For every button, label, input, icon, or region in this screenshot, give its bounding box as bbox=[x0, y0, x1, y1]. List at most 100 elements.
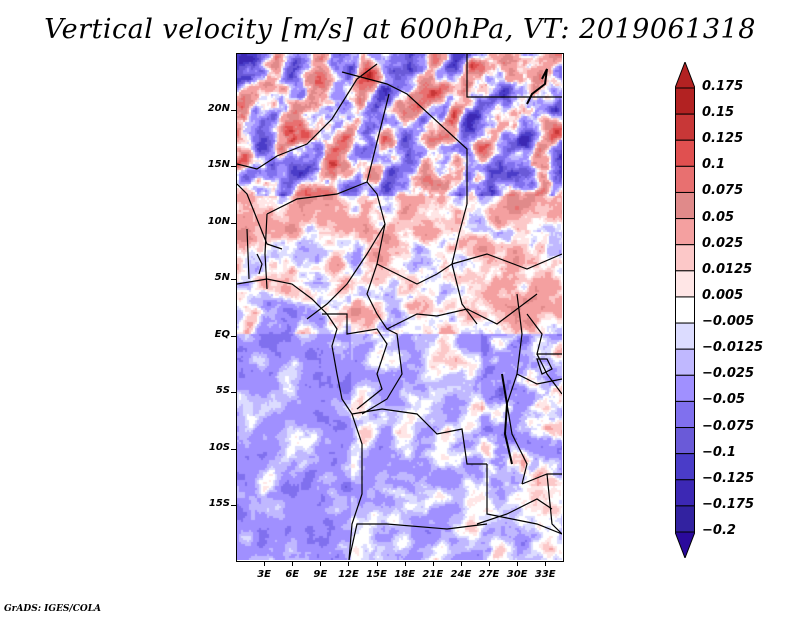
lat-tick-label: EQ bbox=[214, 328, 230, 340]
lon-tick-mark bbox=[432, 562, 434, 566]
lat-tick-mark bbox=[231, 279, 236, 281]
border-mali-niger bbox=[237, 183, 283, 250]
border-chad-sudan bbox=[451, 203, 478, 325]
border-cameroon-car bbox=[366, 223, 538, 330]
lat-tick-label: 5N bbox=[214, 272, 230, 284]
colorbar-level-label: 0.1 bbox=[702, 157, 726, 173]
lat-tick-label: 15N bbox=[207, 159, 230, 171]
border-zambia-zimbabwe bbox=[476, 498, 553, 525]
map-panel bbox=[236, 53, 564, 562]
colorbar-level-label: −0.05 bbox=[702, 392, 745, 408]
colorbar-level-label: 0.15 bbox=[702, 105, 735, 121]
colorbar-swatch bbox=[675, 505, 695, 533]
lon-tick-mark bbox=[320, 562, 322, 566]
lon-tick-mark bbox=[545, 562, 547, 566]
lake-victoria bbox=[536, 358, 553, 375]
colorbar-level-label: 0.05 bbox=[702, 209, 735, 225]
colorbar-swatch bbox=[675, 453, 695, 481]
colorbar-level-label: −0.005 bbox=[702, 314, 755, 330]
lon-tick-label: 18E bbox=[394, 569, 416, 580]
lon-tick-label: 15E bbox=[366, 569, 387, 580]
colorbar bbox=[675, 62, 695, 558]
colorbar-level-label: 0.075 bbox=[702, 183, 744, 199]
lon-tick-label: 3E bbox=[257, 569, 271, 580]
lat-tick-label: 10S bbox=[208, 441, 230, 453]
border-nile-redsea bbox=[526, 68, 548, 105]
border-niger-chad bbox=[366, 93, 390, 183]
border-angola-zambia bbox=[486, 464, 562, 535]
border-algeria-niger bbox=[237, 63, 378, 170]
border-gabon-congo bbox=[322, 313, 388, 410]
border-zambia-malawi bbox=[521, 473, 562, 535]
colorbar-level-label: 0.0125 bbox=[702, 261, 753, 277]
lon-tick-label: 6E bbox=[285, 569, 300, 580]
lon-tick-mark bbox=[292, 562, 294, 566]
colorbar-level-label: 0.005 bbox=[702, 287, 744, 303]
lon-tick-mark bbox=[489, 562, 491, 566]
lat-tick-mark bbox=[231, 392, 236, 394]
border-niger-nigeria bbox=[266, 181, 368, 215]
lon-tick-label: 33E bbox=[534, 569, 556, 580]
colorbar-swatch bbox=[675, 139, 695, 167]
grads-credit: GrADS: IGES/COLA bbox=[4, 604, 102, 614]
lat-tick-mark bbox=[231, 109, 236, 111]
country-borders bbox=[237, 54, 562, 560]
border-uganda-kenya bbox=[526, 313, 562, 395]
colorbar-level-label: −0.2 bbox=[702, 523, 736, 538]
colorbar-swatch bbox=[675, 87, 695, 115]
border-benin-togo bbox=[246, 213, 268, 290]
lat-tick-mark bbox=[231, 335, 236, 337]
border-lake-tanganyika bbox=[501, 373, 513, 465]
border-nigeria-cameroon bbox=[306, 181, 386, 320]
colorbar-swatch bbox=[675, 296, 695, 324]
colorbar-swatch bbox=[675, 191, 695, 220]
lon-tick-label: 9E bbox=[313, 569, 328, 580]
colorbar-swatch bbox=[675, 165, 695, 193]
vertical-velocity-field bbox=[237, 54, 562, 560]
colorbar-swatch bbox=[675, 400, 695, 429]
colorbar-level-label: −0.175 bbox=[702, 496, 755, 512]
colorbar-swatch bbox=[675, 270, 695, 298]
colorbar-level-label: −0.1 bbox=[702, 444, 736, 460]
lon-tick-label: 30E bbox=[506, 569, 528, 580]
border-egypt-sudan bbox=[466, 54, 562, 98]
colorbar-swatch bbox=[675, 348, 695, 376]
lon-tick-mark bbox=[264, 562, 266, 566]
lat-tick-mark bbox=[231, 166, 236, 168]
lon-tick-label: 21E bbox=[422, 569, 444, 580]
plot-title: Vertical velocity [m/s] at 600hPa, VT: 2… bbox=[44, 14, 756, 45]
colorbar-level-label: −0.125 bbox=[702, 470, 755, 486]
colorbar-swatch bbox=[675, 427, 695, 455]
colorbar-level-label: −0.025 bbox=[702, 366, 755, 382]
lon-tick-label: 27E bbox=[478, 569, 500, 580]
border-coast-westafrica bbox=[237, 278, 363, 560]
colorbar-swatch bbox=[675, 479, 695, 507]
lon-tick-label: 24E bbox=[450, 569, 472, 580]
lon-tick-label: 12E bbox=[338, 569, 359, 580]
lat-tick-label: 20N bbox=[207, 102, 230, 114]
border-namibia-angola bbox=[348, 523, 488, 560]
colorbar-swatch bbox=[675, 218, 695, 246]
lon-tick-mark bbox=[404, 562, 406, 566]
lat-tick-label: 15S bbox=[208, 498, 230, 510]
border-chad-car bbox=[376, 263, 453, 285]
colorbar-level-label: 0.025 bbox=[702, 235, 744, 251]
lake-volta bbox=[256, 253, 263, 275]
border-drc-west bbox=[361, 328, 403, 415]
border-angola-drc bbox=[351, 408, 487, 465]
colorbar-level-label: 0.125 bbox=[702, 131, 744, 147]
lat-tick-label: 10N bbox=[207, 215, 230, 227]
border-libya-chad bbox=[341, 71, 468, 204]
lat-tick-mark bbox=[231, 222, 236, 224]
lon-tick-mark bbox=[348, 562, 350, 566]
colorbar-swatch bbox=[675, 374, 695, 402]
colorbar-swatch bbox=[675, 322, 695, 350]
colorbar-level-label: −0.0125 bbox=[702, 340, 764, 356]
lon-tick-mark bbox=[517, 562, 519, 566]
lat-tick-mark bbox=[231, 505, 236, 507]
lon-tick-mark bbox=[460, 562, 462, 566]
border-sudan-southsudan bbox=[451, 253, 562, 270]
lon-tick-mark bbox=[376, 562, 378, 566]
colorbar-swatch bbox=[675, 244, 695, 272]
colorbar-bottom-arrow bbox=[675, 531, 695, 558]
